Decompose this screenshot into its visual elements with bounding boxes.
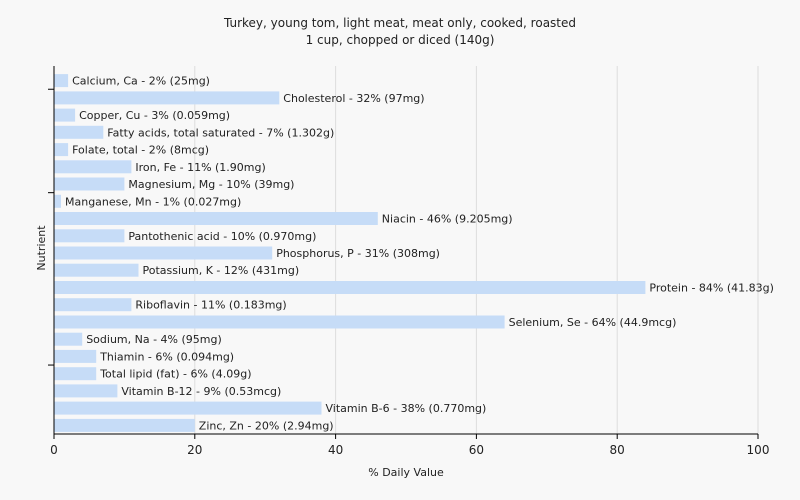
bars: Calcium, Ca - 2% (25mg) Cholesterol - 32%… bbox=[54, 74, 774, 432]
bar bbox=[54, 367, 97, 381]
bar-label: Vitamin B-12 - 9% (0.53mcg) bbox=[121, 385, 281, 398]
bar-label: Thiamin - 6% (0.094mg) bbox=[99, 350, 234, 363]
bar-label: Niacin - 46% (9.205mg) bbox=[382, 213, 513, 226]
bar-label: Sodium, Na - 4% (95mg) bbox=[86, 333, 222, 346]
bar bbox=[54, 349, 97, 363]
bar-label: Selenium, Se - 64% (44.9mcg) bbox=[509, 316, 677, 329]
bar-label: Manganese, Mn - 1% (0.027mg) bbox=[65, 195, 241, 208]
bar bbox=[54, 212, 378, 225]
bar-label: Fatty acids, total saturated - 7% (1.302… bbox=[107, 126, 334, 139]
bar bbox=[54, 194, 61, 208]
x-tick-label: 40 bbox=[328, 443, 343, 457]
bar bbox=[54, 315, 505, 329]
bar bbox=[54, 246, 273, 260]
x-tick-label: 100 bbox=[747, 443, 770, 457]
bar-label: Protein - 84% (41.83g) bbox=[649, 282, 774, 295]
bar bbox=[54, 143, 69, 157]
bar-label: Cholesterol - 32% (97mg) bbox=[283, 92, 424, 105]
bar-label: Pantothenic acid - 10% (0.970mg) bbox=[128, 230, 316, 243]
bar-label: Vitamin B-6 - 38% (0.770mg) bbox=[326, 402, 487, 415]
bar-label: Zinc, Zn - 20% (2.94mg) bbox=[199, 419, 334, 432]
bar bbox=[54, 91, 280, 105]
grid bbox=[194, 66, 759, 434]
x-tick-label: 80 bbox=[610, 443, 625, 457]
bar bbox=[54, 160, 132, 174]
bar bbox=[54, 401, 322, 415]
bar-label: Potassium, K - 12% (431mg) bbox=[143, 264, 300, 277]
bar-label: Magnesium, Mg - 10% (39mg) bbox=[128, 178, 294, 191]
x-tick-label: 60 bbox=[469, 443, 484, 457]
bar bbox=[54, 332, 83, 346]
chart-subtitle: 1 cup, chopped or diced (140g) bbox=[306, 33, 495, 47]
x-tick-label: 0 bbox=[50, 443, 58, 457]
axes: 0 20 40 60 80 100 bbox=[48, 66, 769, 457]
bar bbox=[54, 177, 125, 191]
bar bbox=[54, 418, 195, 432]
bar bbox=[54, 298, 132, 312]
bar-label: Calcium, Ca - 2% (25mg) bbox=[72, 75, 210, 88]
bar bbox=[54, 263, 139, 277]
bar bbox=[54, 108, 76, 122]
chart-title: Turkey, young tom, light meat, meat only… bbox=[223, 16, 576, 30]
bar bbox=[54, 229, 125, 243]
bar bbox=[54, 74, 69, 88]
bar-label: Copper, Cu - 3% (0.059mg) bbox=[79, 109, 230, 122]
x-tick-label: 20 bbox=[187, 443, 202, 457]
bar bbox=[54, 281, 646, 294]
bar-label: Riboflavin - 11% (0.183mg) bbox=[135, 299, 286, 312]
bar bbox=[54, 384, 118, 398]
bar bbox=[54, 125, 104, 139]
bar-label: Total lipid (fat) - 6% (4.09g) bbox=[99, 368, 251, 381]
bar-label: Folate, total - 2% (8mcg) bbox=[72, 144, 209, 157]
bar-label: Iron, Fe - 11% (1.90mg) bbox=[135, 161, 265, 174]
y-axis-label: Nutrient bbox=[35, 225, 48, 271]
x-axis-label: % Daily Value bbox=[368, 466, 444, 479]
bar-label: Phosphorus, P - 31% (308mg) bbox=[276, 247, 440, 260]
